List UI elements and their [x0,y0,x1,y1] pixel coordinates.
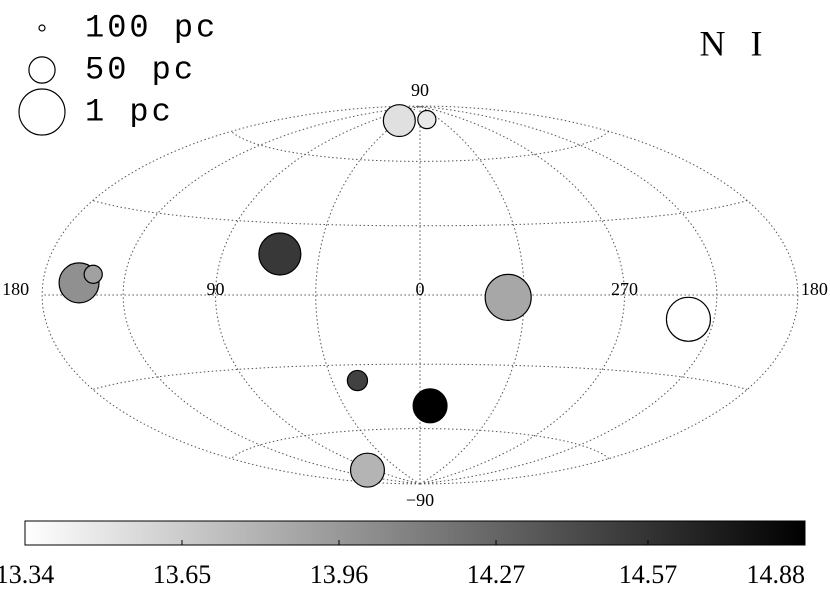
lon-label: 0 [416,279,425,299]
bubble [349,452,386,488]
bubble [346,369,369,392]
colorbar-label: 13.34 [0,560,54,589]
colorbar [24,520,806,546]
lon-label: 90 [206,279,224,299]
parallel [92,200,748,227]
bubble [484,273,532,321]
legend-label: 1 pc [85,93,174,130]
colorbar-label: 13.96 [310,560,369,589]
lat-label: 90 [411,80,429,100]
legend-label: 50 pc [85,51,196,88]
legend-circle [38,24,46,32]
meridian [122,105,421,485]
chart-title: N I [700,23,771,63]
legend-circle [28,56,56,84]
bubble [412,388,448,424]
bubble [258,232,302,276]
colorbar-label: 14.27 [467,560,526,589]
meridian [315,105,421,485]
colorbar-label: 14.57 [619,560,678,589]
lon-label: 270 [611,279,638,299]
colorbar-label: 13.65 [153,560,212,589]
meridian [419,105,525,485]
lon-label: 180 [2,279,29,299]
meridian [419,105,626,485]
legend-circle [18,88,66,136]
legend-label: 100 pc [85,9,218,46]
parallel [230,131,610,162]
bubble [665,296,712,342]
parallel [92,363,748,390]
lat-label: −90 [406,490,434,510]
parallel [230,428,610,459]
bubble [417,109,437,130]
bubble [382,104,416,138]
meridian [41,105,421,485]
lon-label: 180 [801,279,828,299]
bubble [83,264,103,284]
colorbar-label: 14.88 [747,560,806,589]
